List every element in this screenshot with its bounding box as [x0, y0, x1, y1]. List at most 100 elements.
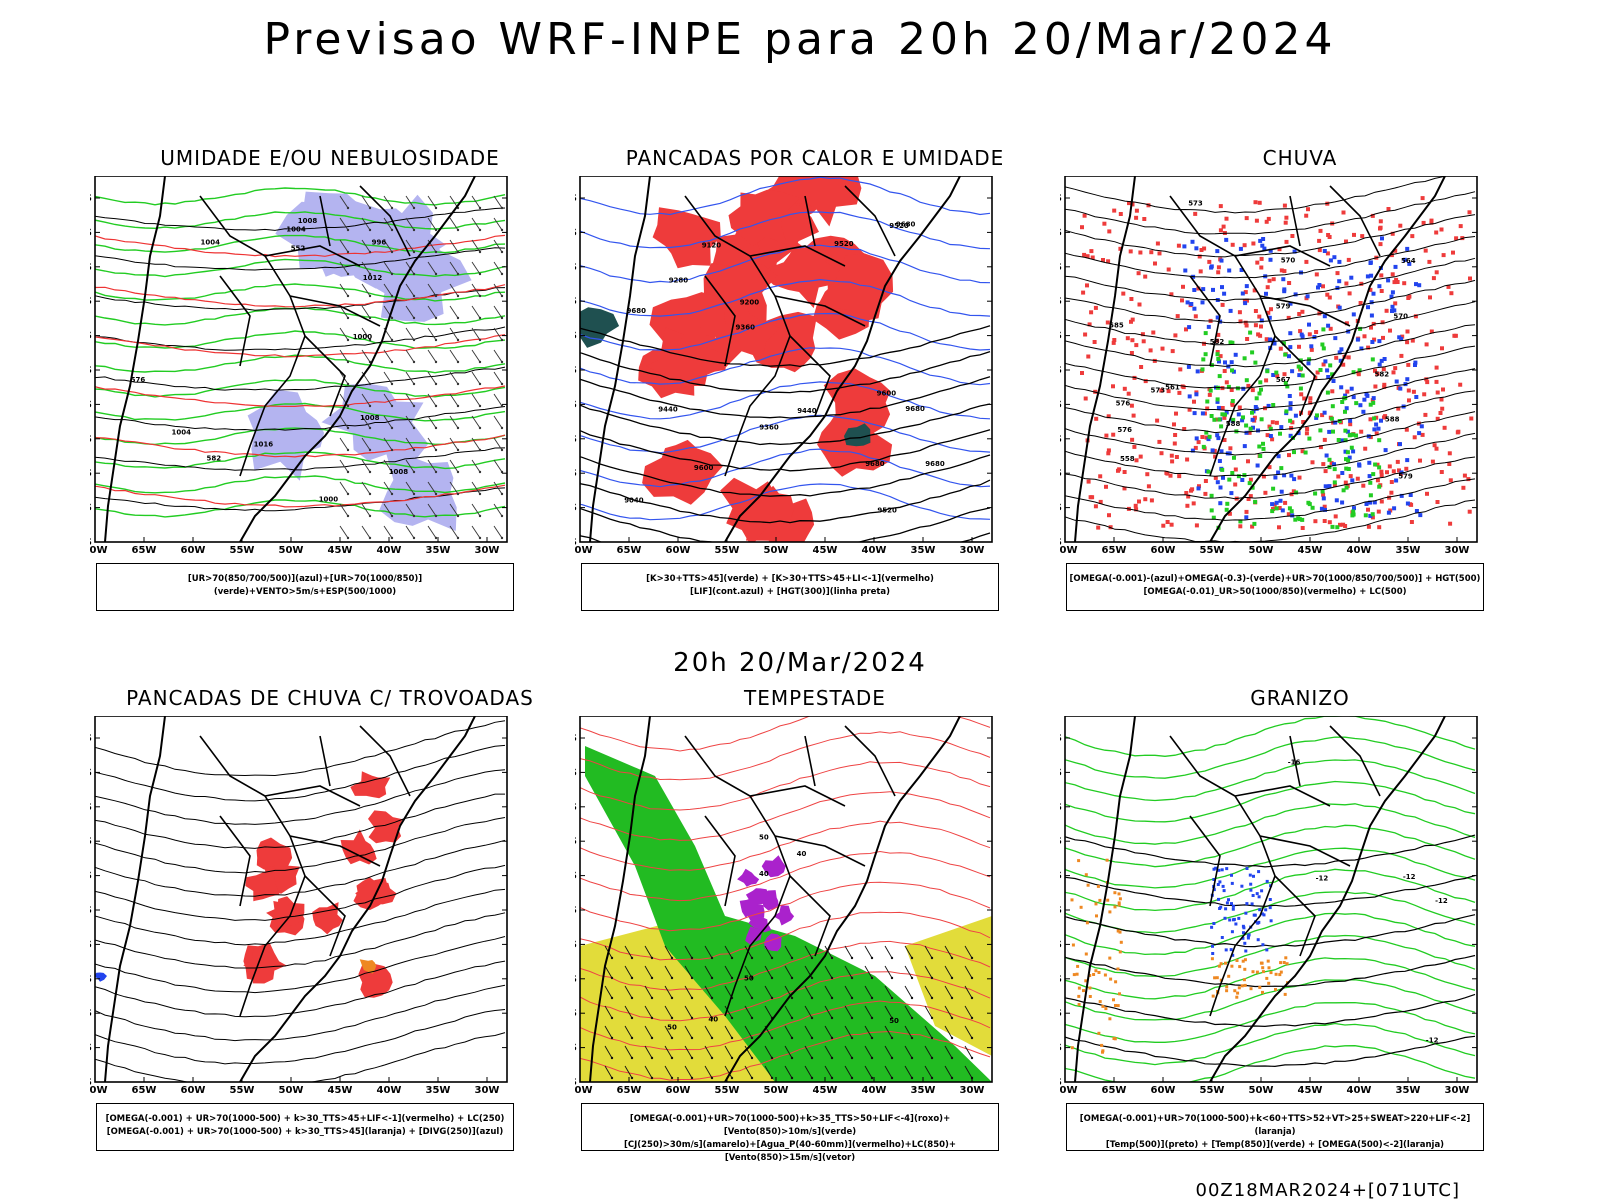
- rain-red: [1406, 296, 1411, 300]
- wind-vector: [684, 1065, 693, 1079]
- hgt500-contour: [1065, 499, 1476, 542]
- wind-vector: [764, 1005, 773, 1019]
- rain-red: [1383, 414, 1388, 419]
- rain-red: [1137, 302, 1142, 307]
- rain-red: [1424, 377, 1429, 382]
- rain-green: [1320, 342, 1325, 347]
- wind-vector-head: [630, 1056, 634, 1060]
- rain-blue: [1316, 285, 1320, 290]
- wind-vector: [944, 945, 953, 959]
- rain-red: [1257, 200, 1262, 205]
- wind-vector: [904, 965, 913, 979]
- rain-red: [1085, 254, 1090, 259]
- streamline: [95, 1009, 506, 1065]
- rain-green: [1363, 513, 1368, 518]
- rain-red: [1302, 396, 1307, 401]
- wind-vector: [493, 327, 503, 341]
- rain-red: [1197, 484, 1201, 489]
- panel-title: GRANIZO: [1250, 686, 1350, 710]
- contour-label: 1016: [254, 440, 274, 448]
- rain-green: [1257, 444, 1262, 449]
- wind-vector: [449, 261, 459, 275]
- rain-green: [1201, 357, 1206, 362]
- legend-line-1: [OMEGA(-0.001)-(azul)+OMEGA(-0.3)-(verde…: [1069, 574, 1481, 584]
- rain-red: [1362, 334, 1367, 339]
- rain-green: [1268, 426, 1273, 431]
- rain-blue: [1223, 360, 1227, 365]
- rain-red: [1321, 462, 1326, 467]
- lon-label: 65W: [1102, 1085, 1127, 1096]
- wind-vector-head: [710, 1076, 714, 1080]
- hail-orange: [1105, 858, 1109, 862]
- rain-red: [1271, 507, 1275, 511]
- hail-orange: [1219, 962, 1223, 966]
- rain-red: [1153, 261, 1157, 266]
- rain-blue: [1369, 300, 1374, 305]
- wind-vector-head: [390, 404, 394, 408]
- rain-blue: [1271, 373, 1276, 377]
- lat-label: 21S: [575, 836, 577, 847]
- rain-green: [1204, 430, 1209, 435]
- rain-red: [1191, 501, 1196, 506]
- wind-vector-head: [770, 996, 774, 1000]
- wind-vector: [427, 437, 437, 451]
- map-frame: [579, 176, 993, 543]
- contour-label: 9680: [925, 460, 945, 468]
- hail-orange: [1084, 873, 1088, 877]
- omega-blue: [1230, 873, 1233, 877]
- hail-orange: [1088, 986, 1092, 990]
- rain-red: [1233, 482, 1238, 487]
- rain-blue: [1361, 409, 1366, 414]
- hail-orange: [1118, 897, 1122, 901]
- omega-blue: [1255, 892, 1259, 896]
- coastline: [1074, 716, 1446, 1082]
- rain-blue: [1287, 394, 1292, 398]
- wind-vector: [824, 965, 833, 979]
- rain-blue: [1215, 249, 1220, 254]
- wind-vector: [624, 1065, 633, 1079]
- lon-label: 65W: [132, 1085, 157, 1096]
- wind-vector: [844, 965, 853, 979]
- wind-vector-head: [850, 1076, 854, 1080]
- rain-red: [1398, 223, 1403, 228]
- rain-red: [1308, 400, 1313, 405]
- lat-label: 39S: [1060, 1043, 1062, 1054]
- rain-red: [1218, 354, 1223, 359]
- streamline: [95, 744, 506, 802]
- rain-green: [1336, 438, 1341, 442]
- rain-red: [1325, 292, 1330, 297]
- wind-vector-head: [950, 1016, 954, 1020]
- rain-red: [1391, 370, 1396, 375]
- precip-water-contour: [580, 791, 991, 841]
- wind-vector-head: [830, 976, 834, 980]
- wind-vector: [604, 965, 613, 979]
- hgt500-contour: [1065, 390, 1476, 434]
- hgt500-contour: [1065, 176, 1449, 214]
- omega-blue: [1242, 926, 1246, 930]
- rain-red: [1429, 218, 1434, 223]
- lon-label: 30W: [1445, 1085, 1470, 1096]
- hail-orange: [1084, 979, 1088, 983]
- rain-red: [1400, 334, 1405, 339]
- rain-blue: [1368, 261, 1373, 265]
- streamline: [95, 984, 506, 1042]
- rain-green: [1332, 480, 1337, 485]
- rain-blue: [1397, 335, 1402, 340]
- rain-red: [1215, 350, 1220, 354]
- wind-vector-head: [870, 1076, 874, 1080]
- wind-vector: [724, 965, 733, 979]
- wind-vector: [405, 239, 415, 253]
- hail-orange: [1113, 891, 1117, 895]
- rain-red: [1238, 524, 1243, 529]
- lon-label: 65W: [132, 545, 157, 556]
- wind-vector: [744, 1045, 753, 1059]
- rain-blue: [1194, 246, 1199, 251]
- rain-green: [1220, 467, 1225, 472]
- rain-blue: [1398, 442, 1402, 447]
- rain-red: [1222, 438, 1227, 442]
- hail-orange: [1279, 961, 1283, 965]
- lat-label: 21S: [1060, 836, 1062, 847]
- wind-vector-head: [830, 956, 834, 960]
- rain-red: [1382, 382, 1387, 387]
- panel-granizo: GRANIZO -12-12-16-12-1212S15S18S21S24S27…: [1060, 686, 1540, 1166]
